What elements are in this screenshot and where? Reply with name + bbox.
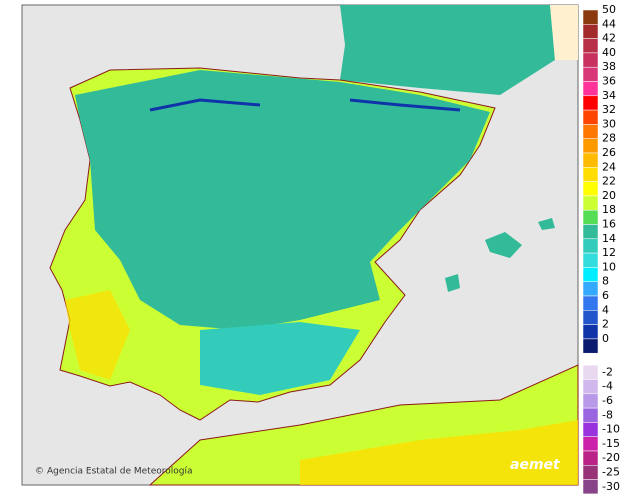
- legend-swatch: [582, 138, 599, 154]
- legend-label: -8: [602, 408, 613, 421]
- legend-label: -4: [602, 380, 613, 393]
- legend-label: 16: [602, 218, 616, 231]
- legend-swatch: [582, 95, 599, 111]
- legend-swatch: [582, 393, 599, 409]
- legend-swatch: [582, 224, 599, 240]
- legend-label: -30: [602, 480, 620, 493]
- legend-label: 14: [602, 232, 616, 245]
- betic-zone: [200, 322, 360, 395]
- legend-swatch: [582, 450, 599, 466]
- legend-label: 50: [602, 3, 616, 16]
- warm-zone: [65, 290, 130, 380]
- legend-swatch: [582, 364, 599, 380]
- logo: aemet: [510, 457, 561, 473]
- legend-swatch: [582, 9, 599, 25]
- legend-label: 34: [602, 89, 616, 102]
- legend-label: 10: [602, 260, 616, 273]
- legend-swatch: [582, 436, 599, 452]
- legend-label: -20: [602, 451, 620, 464]
- ibiza: [445, 274, 460, 292]
- mallorca: [485, 232, 522, 258]
- legend-swatch: [582, 238, 599, 254]
- legend-label: -6: [602, 394, 613, 407]
- legend-label: 44: [602, 17, 616, 30]
- legend-swatch: [582, 338, 599, 354]
- copyright-icon: ©: [35, 467, 44, 477]
- legend-label: -15: [602, 437, 620, 450]
- legend-swatch: [582, 295, 599, 311]
- legend-label: 42: [602, 32, 616, 45]
- legend-label: -10: [602, 423, 620, 436]
- africa-warm: [300, 420, 578, 485]
- legend-swatch: [582, 209, 599, 225]
- legend-label: 26: [602, 146, 616, 159]
- legend-swatch: [582, 252, 599, 268]
- legend-swatch: [582, 379, 599, 395]
- legend-swatch: [582, 81, 599, 97]
- legend-swatch: [582, 324, 599, 340]
- legend-label: 20: [602, 189, 616, 202]
- pyrenees: [349, 98, 461, 112]
- france-edge: [550, 5, 578, 60]
- legend-swatch: [582, 24, 599, 39]
- mountains: [149, 98, 261, 112]
- legend-swatch: [582, 124, 599, 139]
- legend-swatch: [582, 38, 599, 54]
- legend-label: 36: [602, 75, 616, 88]
- menorca: [538, 218, 555, 230]
- legend-swatch: [582, 66, 599, 82]
- legend-label: 22: [602, 175, 616, 188]
- legend-label: 18: [602, 203, 616, 216]
- legend-swatch: [582, 109, 599, 125]
- legend-swatch: [582, 465, 599, 480]
- legend-swatch: [582, 310, 599, 325]
- legend-swatch: [582, 479, 599, 495]
- legend-label: 2: [602, 318, 609, 331]
- legend-swatch: [582, 181, 599, 197]
- legend-swatch: [582, 267, 599, 282]
- legend-label: 12: [602, 246, 616, 259]
- legend-label: -25: [602, 465, 620, 478]
- legend-label: 38: [602, 60, 616, 73]
- credit: Agencia Estatal de Meteorología: [47, 467, 193, 477]
- legend-label: 40: [602, 46, 616, 59]
- legend-label: 0: [602, 332, 609, 345]
- legend-label: 28: [602, 132, 616, 145]
- legend-label: 32: [602, 103, 616, 116]
- legend-label: 8: [602, 275, 609, 288]
- legend-swatch: [582, 422, 599, 437]
- legend-label: -2: [602, 365, 613, 378]
- legend-label: 24: [602, 160, 616, 173]
- legend-swatch: [582, 195, 599, 211]
- legend-swatch: [582, 152, 599, 168]
- legend-swatch: [582, 167, 599, 182]
- france: [340, 5, 555, 95]
- cool-zone: [75, 70, 490, 330]
- legend-swatch: [582, 52, 599, 68]
- legend-label: 6: [602, 289, 609, 302]
- legend-label: 30: [602, 117, 616, 130]
- legend-swatch: [582, 407, 599, 423]
- legend-swatch: [582, 281, 599, 297]
- legend-label: 4: [602, 303, 609, 316]
